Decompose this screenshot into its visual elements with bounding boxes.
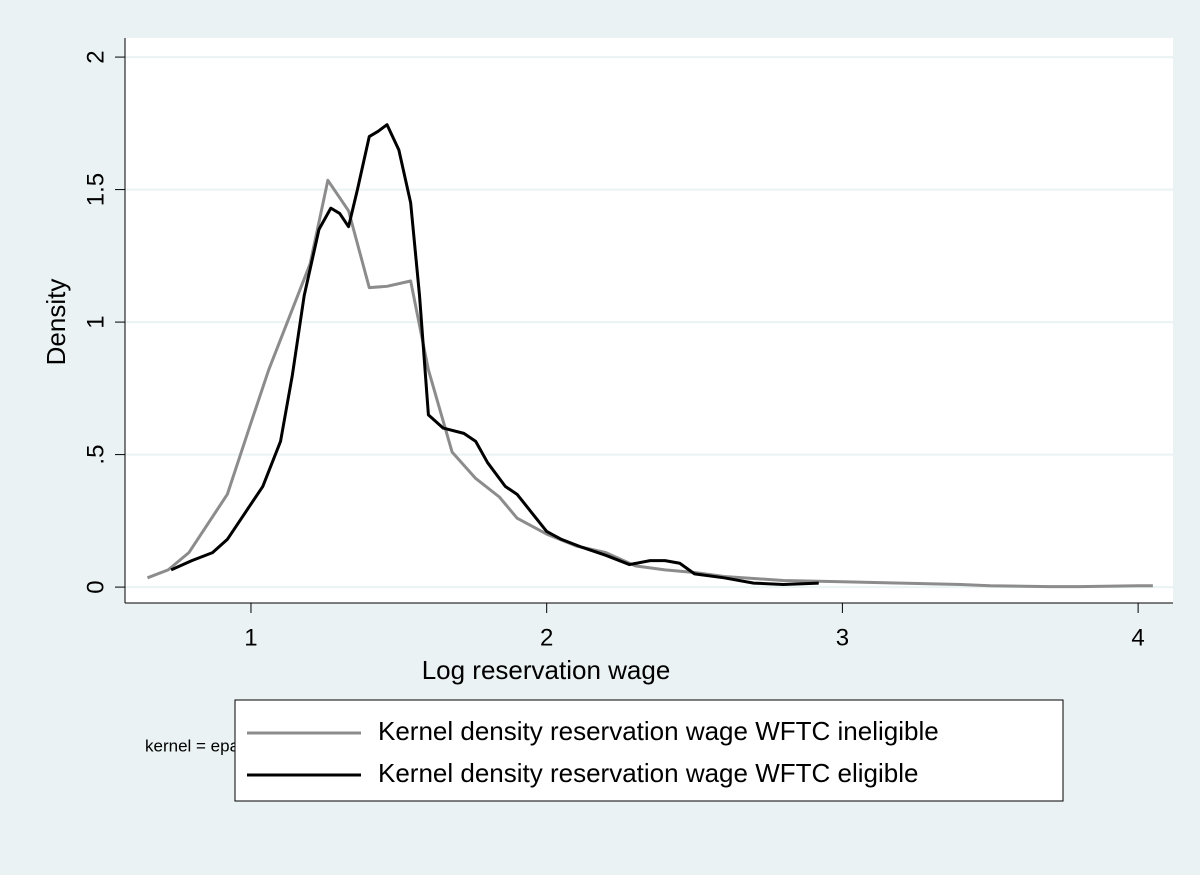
legend-box xyxy=(234,699,1064,802)
x-tick-label: 4 xyxy=(1131,624,1144,651)
y-tick-label: .5 xyxy=(82,445,109,465)
y-tick-label: 1.5 xyxy=(82,173,109,206)
x-tick-label: 3 xyxy=(836,624,849,651)
series-line xyxy=(170,123,819,586)
y-tick-label: 0 xyxy=(82,580,109,593)
y-axis-title: Density xyxy=(41,279,71,366)
series-line xyxy=(146,178,1153,589)
x-tick-label: 1 xyxy=(244,624,257,651)
legend-label: Kernel density reservation wage WFTC eli… xyxy=(378,758,918,788)
plot-area xyxy=(125,38,1173,603)
y-tick-label: 2 xyxy=(82,50,109,63)
y-tick-label: 1 xyxy=(82,315,109,328)
x-tick-label: 2 xyxy=(540,624,553,651)
x-axis-title: Log reservation wage xyxy=(422,655,671,685)
legend-label: Kernel density reservation wage WFTC ine… xyxy=(378,716,939,746)
